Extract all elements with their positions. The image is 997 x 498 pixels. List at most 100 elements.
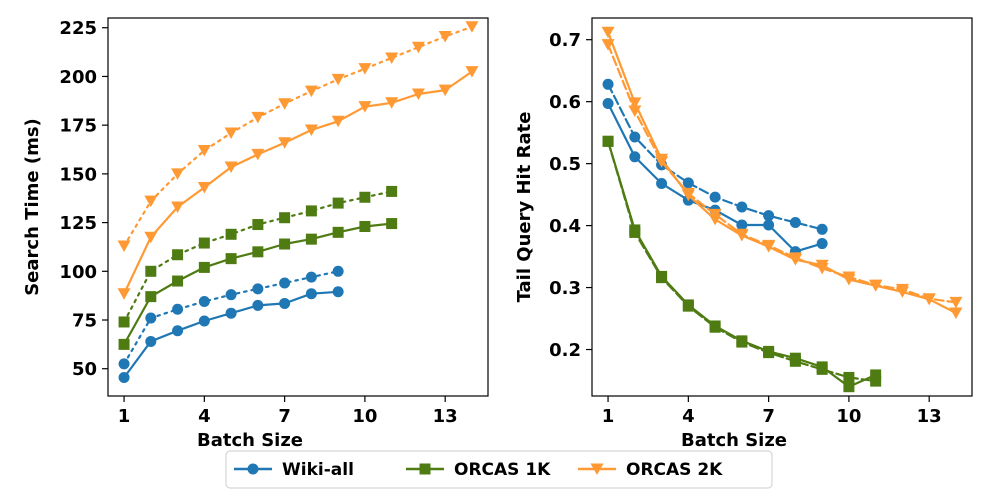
search-time-orcas-2k-dotted-point-5: [251, 111, 265, 124]
hit-rate-orcas-1k-dashed-point-7: [789, 355, 801, 367]
search-time-x-tick-label-2: 7: [278, 406, 291, 427]
search-time-wiki-all-solid-point-7: [305, 288, 317, 300]
search-time-wiki-all-solid-point-1: [145, 335, 157, 347]
hit-rate-orcas-1k-solid-point-9: [843, 381, 855, 393]
hit-rate-y-tick-label-4: 0.6: [549, 92, 581, 113]
hit-rate-wiki-all-dashed-point-7: [789, 216, 801, 228]
legend-orcas-2k-label: ORCAS 2K: [626, 460, 723, 480]
hit-rate-wiki-all-solid-point-2: [656, 177, 668, 189]
hit-rate-orcas-1k-dashed-point-8: [816, 363, 828, 375]
search-time-wiki-all-dotted-point-4: [225, 289, 237, 301]
search-time-orcas-2k-dotted-point-6: [278, 98, 292, 110]
search-time-orcas-1k-solid-point-10: [386, 218, 398, 230]
hit-rate-orcas-2k-dashed-point-0: [601, 39, 615, 51]
search-time-orcas-2k-dotted-point-11: [411, 41, 425, 54]
search-time-wiki-all-solid-point-2: [172, 325, 184, 337]
hit-rate-orcas-1k-dashed-point-1: [629, 226, 641, 238]
hit-rate-x-tick-label-1: 4: [682, 406, 695, 427]
search-time-orcas-1k-dotted-point-0: [118, 316, 130, 328]
search-time-x-tick-label-4: 13: [433, 406, 458, 427]
search-time-wiki-all-dotted-point-7: [305, 271, 317, 283]
search-time-orcas-2k-dotted-point-4: [224, 127, 238, 139]
search-time-orcas-2k-solid-line: [122, 70, 473, 295]
hit-rate-orcas-2k-dashed-point-8: [815, 262, 829, 275]
hit-rate-x-axis-title: Batch Size: [681, 430, 787, 451]
search-time-orcas-2k-dotted-point-13: [465, 21, 479, 33]
hit-rate-orcas-1k-solid-point-10: [870, 369, 882, 381]
search-time-orcas-1k-dotted-point-5: [252, 219, 264, 231]
search-time-y-tick-label-3: 125: [59, 213, 97, 234]
hit-rate-y-tick-label-2: 0.4: [549, 216, 581, 237]
hit-rate-wiki-all-dashed-point-5: [736, 201, 748, 213]
hit-rate-orcas-2k-dashed-point-3: [681, 187, 695, 200]
legend: Wiki-all ORCAS 1K ORCAS 2K: [225, 450, 773, 489]
search-time-orcas-2k-dotted-point-2: [171, 168, 185, 180]
hit-rate-orcas-2k-dashed-point-1: [628, 105, 642, 117]
hit-rate-orcas-1k-dashed-point-9: [843, 371, 855, 383]
search-time-orcas-2k-solid-point-7: [304, 124, 318, 137]
hit-rate-orcas-2k-solid-point-13: [949, 307, 963, 319]
hit-rate-wiki-all-solid-point-1: [629, 151, 641, 163]
search-time-orcas-1k-solid-point-5: [252, 246, 264, 258]
search-time-orcas-1k-dotted-point-4: [225, 228, 237, 240]
hit-rate-wiki-all-dashed-point-3: [682, 177, 694, 189]
search-time-x-tick-label-1: 4: [198, 406, 211, 427]
search-time-orcas-2k-dotted-point-1: [144, 195, 158, 208]
search-time-orcas-2k-solid-point-0: [117, 288, 131, 300]
hit-rate-x-tick-label-4: 13: [917, 406, 942, 427]
hit-rate-orcas-2k-dashed-point-12: [922, 293, 936, 305]
search-time-orcas-1k-solid-point-2: [172, 275, 184, 287]
hit-rate-orcas-2k-dashed-point-10: [869, 279, 883, 292]
hit-rate-x-tick-label-2: 7: [762, 406, 775, 427]
legend-box: [225, 450, 773, 489]
search-time-orcas-1k-solid-point-7: [305, 233, 317, 245]
hit-rate-wiki-all-solid-point-6: [763, 219, 775, 231]
search-time-wiki-all-solid-point-8: [332, 286, 344, 298]
search-time-wiki-all-solid-point-0: [118, 371, 130, 383]
search-time-orcas-1k-dotted-point-3: [198, 237, 210, 249]
search-time-orcas-2k-solid-point-12: [438, 84, 452, 97]
hit-rate-y-tick-label-3: 0.5: [549, 154, 581, 175]
tail-hit-rate-chart: 1 4 7 10 13 0.2 0.3 0.4 0.5 0.6 0.7 Batch Size Tail …: [514, 17, 973, 451]
hit-rate-orcas-1k-dashed-point-2: [656, 272, 668, 284]
search-time-wiki-all-dotted-point-0: [118, 358, 130, 370]
search-time-x-axis-title: Batch Size: [197, 430, 303, 451]
hit-rate-wiki-all-dashed-point-4: [709, 191, 721, 203]
search-time-wiki-all-dotted-point-6: [279, 277, 291, 289]
search-time-orcas-1k-solid-point-8: [332, 226, 344, 238]
hit-rate-orcas-2k-dashed-point-9: [842, 271, 856, 284]
search-time-wiki-all-dotted-point-8: [332, 265, 344, 277]
legend-orcas-1k-label: ORCAS 1K: [454, 460, 551, 480]
legend-wiki-all-marker: [247, 463, 259, 475]
search-time-orcas-2k-solid-point-5: [251, 148, 265, 161]
search-time-wiki-all-solid-point-4: [225, 307, 237, 319]
search-time-orcas-1k-solid-point-9: [359, 220, 371, 232]
hit-rate-orcas-1k-dashed-point-6: [763, 347, 775, 359]
search-time-chart: 1 4 7 10 13 50 75 100 125 150 175 200 225 Batch Size S…: [22, 17, 489, 451]
hit-rate-orcas-2k-dashed-point-2: [655, 156, 669, 168]
search-time-wiki-all-dotted-point-5: [252, 283, 264, 295]
hit-rate-x-tick-label-0: 1: [602, 406, 615, 427]
search-time-x-tick-label-3: 10: [352, 406, 377, 427]
hit-rate-y-tick-label-1: 0.3: [549, 278, 581, 299]
search-time-y-tick-label-1: 75: [72, 311, 97, 332]
search-time-orcas-2k-dotted-point-9: [358, 63, 372, 75]
search-time-orcas-1k-dotted-point-10: [386, 185, 398, 197]
search-time-wiki-all-dotted-point-2: [172, 303, 184, 315]
hit-rate-orcas-2k-dashed-point-5: [735, 228, 749, 241]
search-time-orcas-2k-dotted-point-8: [331, 73, 345, 86]
search-time-orcas-2k-dotted-point-0: [117, 240, 131, 252]
search-time-orcas-1k-dotted-point-1: [145, 265, 157, 277]
search-time-orcas-1k-solid-point-1: [145, 291, 157, 303]
search-time-wiki-all-solid-line: [122, 290, 340, 379]
search-time-orcas-2k-solid-point-11: [411, 88, 425, 100]
search-time-wiki-all-solid-point-3: [198, 315, 210, 327]
search-time-orcas-1k-solid-point-0: [118, 338, 130, 350]
search-time-y-tick-label-6: 200: [59, 67, 97, 88]
hit-rate-wiki-all-dashed-point-6: [763, 210, 775, 222]
search-time-y-tick-label-5: 175: [59, 116, 97, 137]
legend-orcas-1k-marker: [419, 463, 431, 475]
search-time-orcas-2k-solid-point-6: [278, 137, 292, 149]
search-time-orcas-1k-dotted-point-2: [172, 249, 184, 261]
hit-rate-orcas-1k-solid-line: [606, 140, 877, 388]
